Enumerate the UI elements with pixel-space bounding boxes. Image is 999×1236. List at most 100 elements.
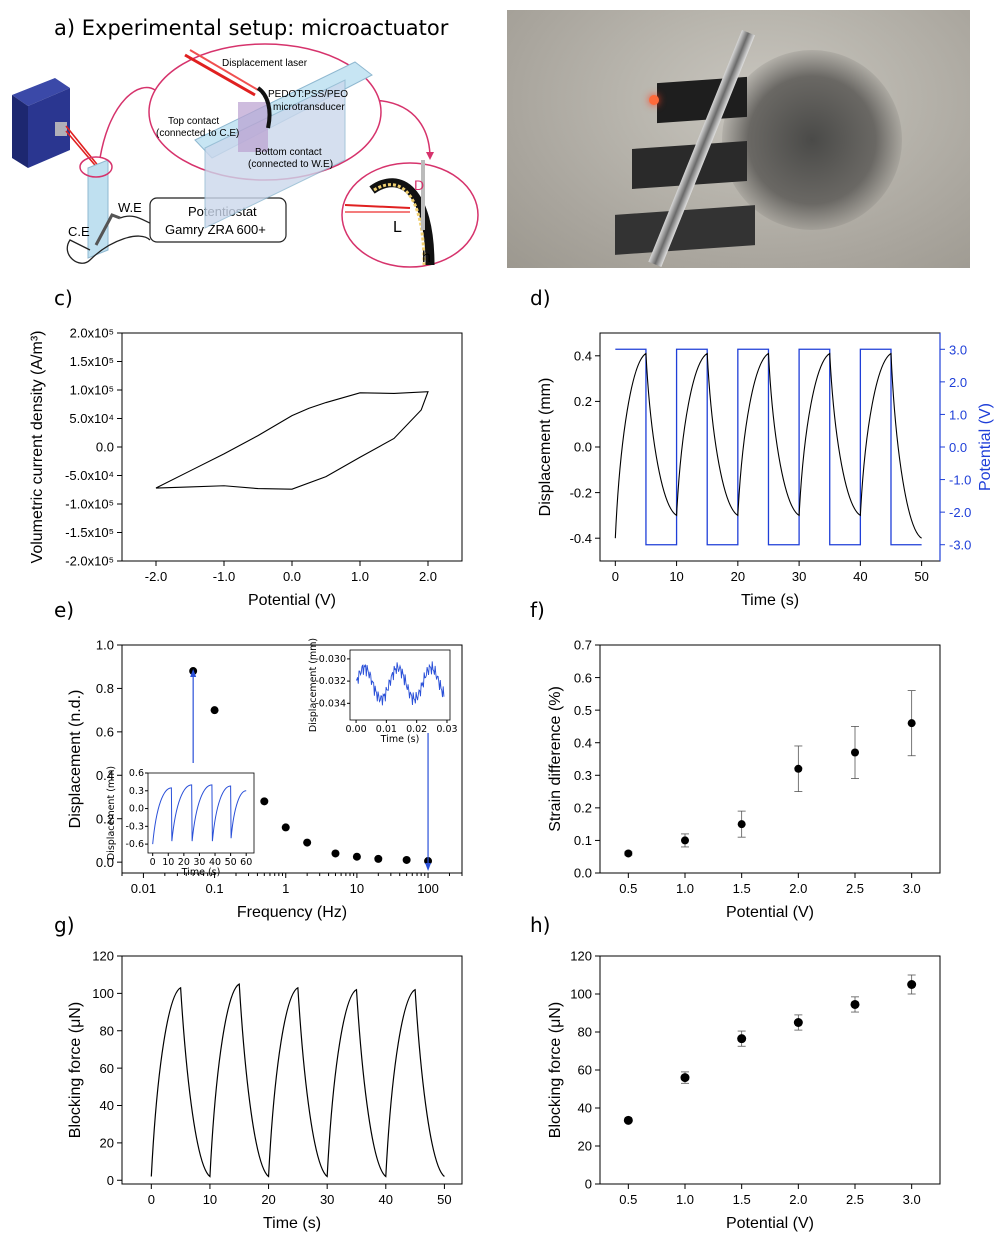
data-point: [624, 849, 633, 858]
x-tick-label: 50: [914, 569, 928, 584]
y-tick-label: 80: [578, 1025, 592, 1040]
y-tick-label: 0.4: [574, 348, 592, 363]
data-point: [794, 764, 803, 773]
x-tick-label: 1.0: [351, 569, 369, 584]
y-axis-label: Displacement (n.d.): [67, 690, 84, 829]
y-axis-label: Volumetric current density (A/m³): [29, 331, 46, 564]
data-point: [737, 820, 746, 829]
x-tick-label: 1.0: [676, 1192, 694, 1207]
y-tick-label: 40: [578, 1101, 592, 1116]
chart-f: 0.5 1.0 1.5 2.0 2.5 3.0 0.7 0.6 0.5 0.4 0.3 0.2 0.1 0…: [547, 638, 941, 921]
y-axis-label: Displacement (mm): [537, 378, 554, 517]
y-tick-label: 0.0: [574, 440, 592, 455]
y-tick-label: 0.4: [574, 735, 592, 750]
inset-x-tick-label: 60: [240, 857, 252, 868]
panel-letter-g: g): [54, 913, 75, 937]
chart-d: 0 10 20 30 40 50 0.4 0.2 0.0 -0.2 -0.4 Time (s) Disp…: [537, 332, 994, 609]
plot-frame: [121, 955, 463, 1185]
y-tick-label: 0.8: [96, 681, 114, 696]
y-tick-label: 100: [570, 987, 592, 1002]
x-tick-label: 50: [437, 1192, 451, 1207]
ce-label: C.E: [68, 224, 90, 239]
y-tick-label: 0.2: [574, 394, 592, 409]
x-tick-label: 2.5: [846, 1192, 864, 1207]
plot-frame: [599, 955, 941, 1185]
data-point: [352, 852, 361, 861]
we-label: W.E: [118, 200, 142, 215]
laser-label: Displacement laser: [222, 58, 308, 69]
bottom-contact-label-1: Bottom contact: [255, 147, 322, 158]
y-tick-label: 0.2: [96, 811, 114, 826]
displacement-label: D: [414, 177, 424, 193]
displacement-curve: [614, 352, 922, 539]
panel-a-title: Experimental setup: microactuator: [81, 16, 449, 40]
data-point: [850, 999, 860, 1009]
y-tick-label: -5.0x10⁴: [65, 468, 114, 483]
y-tick-label: -1.5x10⁵: [65, 525, 114, 540]
data-point: [303, 838, 312, 847]
panel-letter-a: a): [54, 16, 76, 40]
x-axis-label: Potential (V): [248, 592, 336, 609]
y-tick-label: -0.4: [570, 531, 592, 546]
inset-x-tick-label: 0: [150, 857, 156, 868]
inset-x-tick-label: 0.03: [436, 724, 457, 735]
y2-tick-label: 0.0: [949, 440, 967, 455]
plot-frame: [121, 644, 463, 874]
data-point: [623, 1115, 633, 1125]
panel-letter-c: c): [54, 286, 73, 310]
y-axis-label: Blocking force (μN): [547, 1002, 564, 1138]
x-tick-label: 0: [612, 569, 619, 584]
y-tick-label: 0.0: [96, 440, 114, 455]
x-tick-label: 30: [792, 569, 806, 584]
data-point: [851, 748, 859, 757]
y-tick-label: 1.5x10⁵: [70, 354, 114, 369]
x-axis-label: Time (s): [741, 592, 799, 609]
x-tick-label: 3.0: [903, 1192, 921, 1207]
y-tick-label: 0.5: [574, 703, 592, 718]
x-tick-label: 0.5: [619, 881, 637, 896]
force-curve: [150, 983, 445, 1178]
figure-a-title: a) Experimental setup: microactuator: [54, 16, 448, 40]
y-tick-label: -2.0x10⁵: [65, 554, 114, 569]
inset-y-tick-label: -0.030: [315, 654, 346, 665]
x-tick-label: 1.5: [733, 881, 751, 896]
inset-x-tick-label: 0.00: [345, 724, 366, 735]
x-tick-label: 0.0: [283, 569, 301, 584]
data-point: [681, 836, 689, 845]
data-point: [907, 980, 917, 989]
inset-x-tick-label: 10: [162, 857, 174, 868]
pedot-label: PEDOT:PSS/PEO: [268, 89, 348, 100]
y-tick-label: 0.6: [574, 670, 592, 685]
inset-y-tick-label: 0.3: [129, 786, 144, 797]
length-label: L: [393, 219, 402, 236]
y-tick-label: 0.0: [574, 866, 592, 881]
inset-y-tick-label: 0.0: [129, 804, 144, 815]
y-tick-label: 0.3: [574, 768, 592, 783]
chart-e: 0.01 0.1 1 10 1001.00.80.60.40.20.0Frequency…: [67, 638, 463, 921]
y-tick-label: 5.0x10⁴: [69, 411, 114, 426]
x-axis-label: Potential (V): [726, 1215, 814, 1232]
y-tick-label: 60: [100, 1061, 114, 1076]
x-axis-label: Frequency (Hz): [237, 904, 347, 921]
y-tick-label: 40: [100, 1098, 114, 1113]
x-tick-label: 2.0: [789, 881, 807, 896]
inset-frame: [147, 772, 255, 854]
inset-x-tick-label: 20: [178, 857, 190, 868]
x-tick-label: 0.1: [206, 881, 224, 896]
y-tick-label: 0.2: [574, 801, 592, 816]
chart-g: 0 10 20 30 40 50 120 100 80 60 40 20 0 Time (s) Blocki…: [67, 949, 463, 1232]
x-tick-label: 3.0: [903, 881, 921, 896]
data-point: [793, 1018, 803, 1027]
y-tick-label: 80: [100, 1023, 114, 1038]
x-tick-label: 1: [282, 881, 289, 896]
inset-y-label: Displacement (mm): [106, 766, 117, 860]
panel-letter-f: f): [530, 598, 545, 622]
arrow-head-low: [190, 669, 197, 677]
data-point: [281, 823, 290, 832]
potential-square-wave: [615, 348, 922, 546]
inset-x-label: Time (s): [181, 867, 221, 878]
x-tick-label: 10: [669, 569, 683, 584]
inset-y-tick-label: -0.032: [315, 676, 346, 687]
micro-label: microtransducer: [273, 102, 345, 113]
y2-tick-label: 1.0: [949, 407, 967, 422]
